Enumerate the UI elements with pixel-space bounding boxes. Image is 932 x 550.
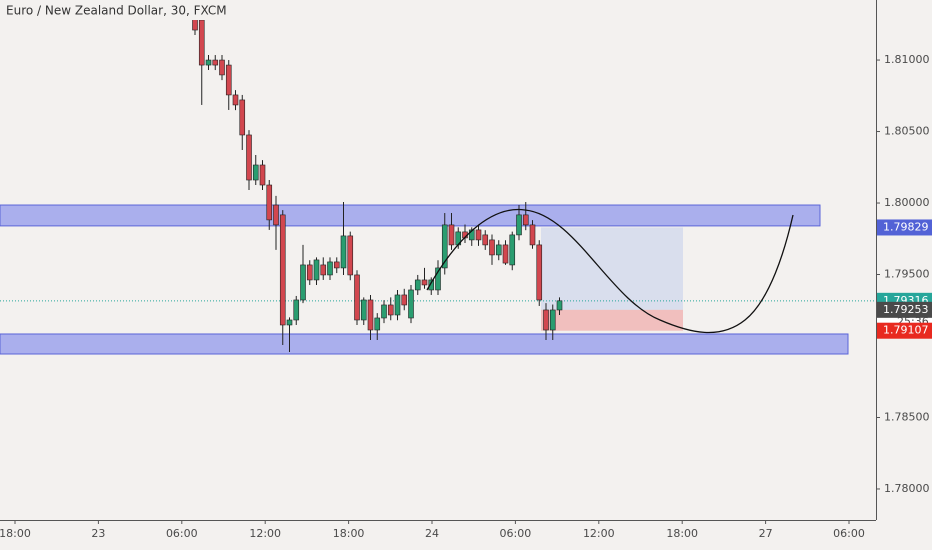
zone [0, 333, 849, 355]
x-tick-label: 18:00 [333, 527, 365, 540]
title-bg [0, 0, 222, 20]
candle-body [225, 64, 232, 96]
x-tick-label: 06:00 [500, 527, 532, 540]
candle-body [239, 99, 246, 136]
x-tick-label: 12:00 [249, 527, 281, 540]
candle-body [536, 244, 543, 301]
candle-body [502, 244, 509, 264]
candle-body [293, 299, 300, 321]
candle-body [448, 224, 455, 246]
candle-body [273, 204, 279, 226]
y-tick-label: 1.78000 [884, 482, 930, 495]
y-tick-label: 1.81000 [884, 53, 930, 66]
candle-body [495, 244, 502, 256]
candle-body [300, 264, 306, 301]
candle-body [320, 264, 327, 276]
candle-body [259, 164, 266, 186]
candle-body [549, 309, 556, 331]
x-tick-label: 12:00 [583, 527, 615, 540]
x-tick-label: 27 [759, 527, 773, 540]
y-tick-label: 1.79500 [884, 268, 930, 281]
candle-body [360, 299, 367, 321]
candle-body [482, 234, 489, 246]
stop-label: 1.79107 [883, 324, 929, 337]
candle-body [509, 234, 516, 266]
candle-body [266, 184, 273, 221]
candle-body [522, 214, 529, 226]
plot-area [0, 0, 876, 355]
candle-body [374, 317, 381, 331]
x-tick-label: 24 [425, 527, 439, 540]
candle-body [387, 304, 394, 316]
candle-body [313, 259, 320, 281]
candle-body [394, 294, 401, 316]
candle-body [441, 224, 448, 269]
candle-body [435, 267, 441, 291]
target-label: 1.79829 [883, 220, 929, 233]
projection-curve [426, 208, 794, 334]
candle-body [367, 299, 374, 331]
candle-body [421, 279, 428, 286]
candle-body [286, 319, 293, 326]
candle-body [468, 229, 475, 241]
y-tick-label: 1.80500 [884, 125, 930, 138]
candle-body [529, 224, 536, 246]
x-tick-label: 18:00 [666, 527, 698, 540]
candle-body [556, 300, 563, 311]
candle-body [212, 59, 219, 66]
candle-body [306, 264, 313, 281]
candle-body [347, 235, 354, 276]
candle-body [381, 304, 387, 319]
candle-body [489, 239, 495, 256]
x-tick-label: 18:00 [0, 527, 31, 540]
target-label-bg [877, 219, 932, 236]
x-tick-label: 06:00 [833, 527, 865, 540]
candle-body [333, 261, 340, 269]
candle-body [198, 19, 205, 66]
candle-body [516, 214, 522, 236]
candle-body [543, 309, 549, 331]
candle-body [327, 261, 333, 276]
candle-body [340, 235, 347, 269]
stop-label-bg [877, 322, 932, 339]
candle-body [252, 164, 259, 181]
x-tick-label: 23 [91, 527, 105, 540]
candle-body [414, 279, 421, 291]
y-tick-label: 1.78500 [884, 410, 930, 423]
candle-body [401, 294, 408, 306]
candle-body [279, 214, 286, 326]
stop-area [541, 309, 683, 331]
y-tick-label: 1.80000 [884, 196, 930, 209]
candle-body [408, 289, 414, 319]
entry-label-bg [877, 301, 932, 318]
candle-body [219, 59, 225, 76]
candle-body [205, 59, 212, 66]
entry-label: 1.79253 [883, 303, 929, 316]
candle-body [354, 274, 360, 321]
zone [0, 204, 821, 227]
axes: 1.81000 1.80500 1.80000 1.79500 1.78500 1.780… [0, 53, 932, 540]
chart-title: Euro / New Zealand Dollar, 30, FXCM [6, 4, 227, 18]
x-tick-label: 06:00 [166, 527, 198, 540]
candle-body [246, 134, 252, 181]
target-area [541, 227, 683, 310]
candle-body [428, 279, 435, 291]
candle-body [475, 229, 482, 241]
candle-body [232, 94, 239, 106]
